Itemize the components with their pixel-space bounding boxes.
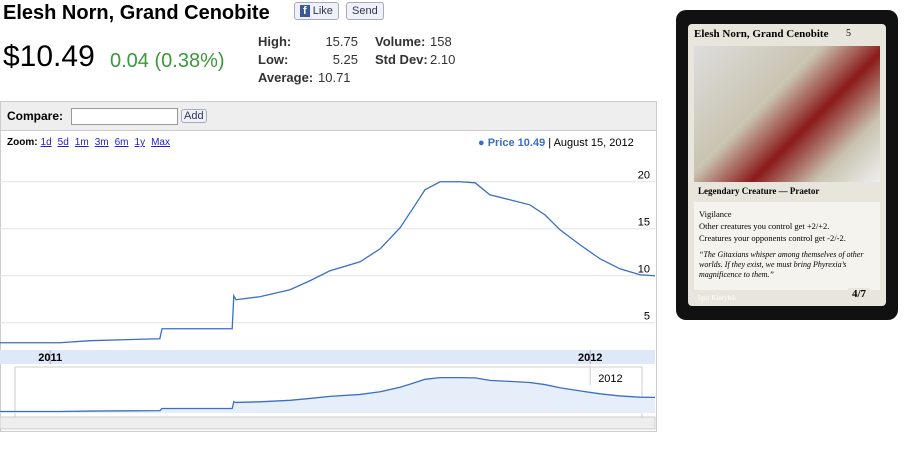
x-axis-band [0, 350, 655, 364]
scrollbar [0, 416, 656, 430]
zoom: Zoom: 1d 5d 1m 3m 6m 1y Max [7, 137, 176, 148]
card-text-box: Vigilance Other creatures you control get… [694, 202, 880, 290]
card-rule: Creatures your opponents control get -2/… [699, 233, 846, 243]
y-tick-label: 10 [638, 264, 650, 276]
navigator-label: 2012 [598, 373, 622, 385]
compare-bar: Compare: Add [0, 101, 657, 131]
stat-label: Low: [258, 52, 289, 67]
compare-input[interactable] [71, 108, 178, 125]
zoom-option[interactable]: 1y [134, 137, 146, 148]
card-art [694, 46, 880, 182]
card-flavor: “The Gitaxians whisper among themselves … [699, 250, 864, 279]
x-tick-label: 2012 [578, 352, 602, 364]
legend: ● Price 10.49 | August 15, 2012 [478, 137, 634, 149]
stat-value: 5.25 [332, 52, 358, 67]
card-cost: 5 [846, 28, 851, 39]
card-name: Elesh Norn, Grand Cenobite [694, 28, 829, 40]
zoom-option[interactable]: 6m [114, 137, 129, 148]
compare-label: Compare: [7, 109, 64, 123]
stat-label: Average: [258, 70, 314, 85]
chart-frame [0, 130, 657, 432]
navigator-area [0, 377, 655, 413]
stat-label: Volume: [375, 34, 426, 49]
like-button[interactable]: f Like [294, 2, 339, 20]
zoom-option[interactable]: 3m [94, 137, 109, 148]
stat-label: High: [258, 34, 292, 49]
legend-date: August 15, 2012 [553, 137, 634, 149]
navigator-line [0, 376, 656, 413]
card-artist: Igor Kieryluk [698, 294, 737, 302]
like-text: Like [312, 5, 333, 17]
zoom-option[interactable]: 5d [57, 137, 69, 148]
stat-value: 10.71 [318, 70, 351, 85]
zoom-option[interactable]: Max [151, 137, 170, 148]
legend-price: Price 10.49 [487, 137, 546, 149]
add-button[interactable]: Add [181, 109, 207, 123]
price-change: 0.04 (0.38%) [110, 50, 225, 72]
card-title: Elesh Norn, Grand Cenobite [3, 2, 270, 24]
card-type: Legendary Creature — Praetor [698, 186, 820, 196]
y-tick-label: 5 [644, 311, 650, 323]
zoom-option[interactable]: 1d [40, 137, 52, 148]
price-line [0, 181, 656, 344]
card-image: Elesh Norn, Grand Cenobite 5 Legendary C… [676, 10, 898, 320]
card-rule: Vigilance [699, 209, 732, 219]
x-tick-label: 2011 [38, 352, 62, 364]
card-pt: 4/7 [848, 288, 871, 300]
y-tick-label: 15 [638, 217, 650, 229]
zoom-option[interactable]: 1m [74, 137, 89, 148]
chart: 5 10 15 20 2011 2012 2012 [0, 170, 656, 430]
stat-label: Std Dev: [375, 52, 428, 67]
y-tick-label: 20 [638, 170, 650, 182]
zoom-label: Zoom: [7, 137, 38, 148]
send-button[interactable]: Send [346, 2, 384, 20]
stat-value: 158 [430, 34, 452, 49]
stat-value: 15.75 [325, 34, 358, 49]
price: $10.49 [3, 40, 95, 73]
stat-value: 2.10 [430, 52, 456, 67]
card-rule: Other creatures you control get +2/+2. [699, 221, 830, 231]
